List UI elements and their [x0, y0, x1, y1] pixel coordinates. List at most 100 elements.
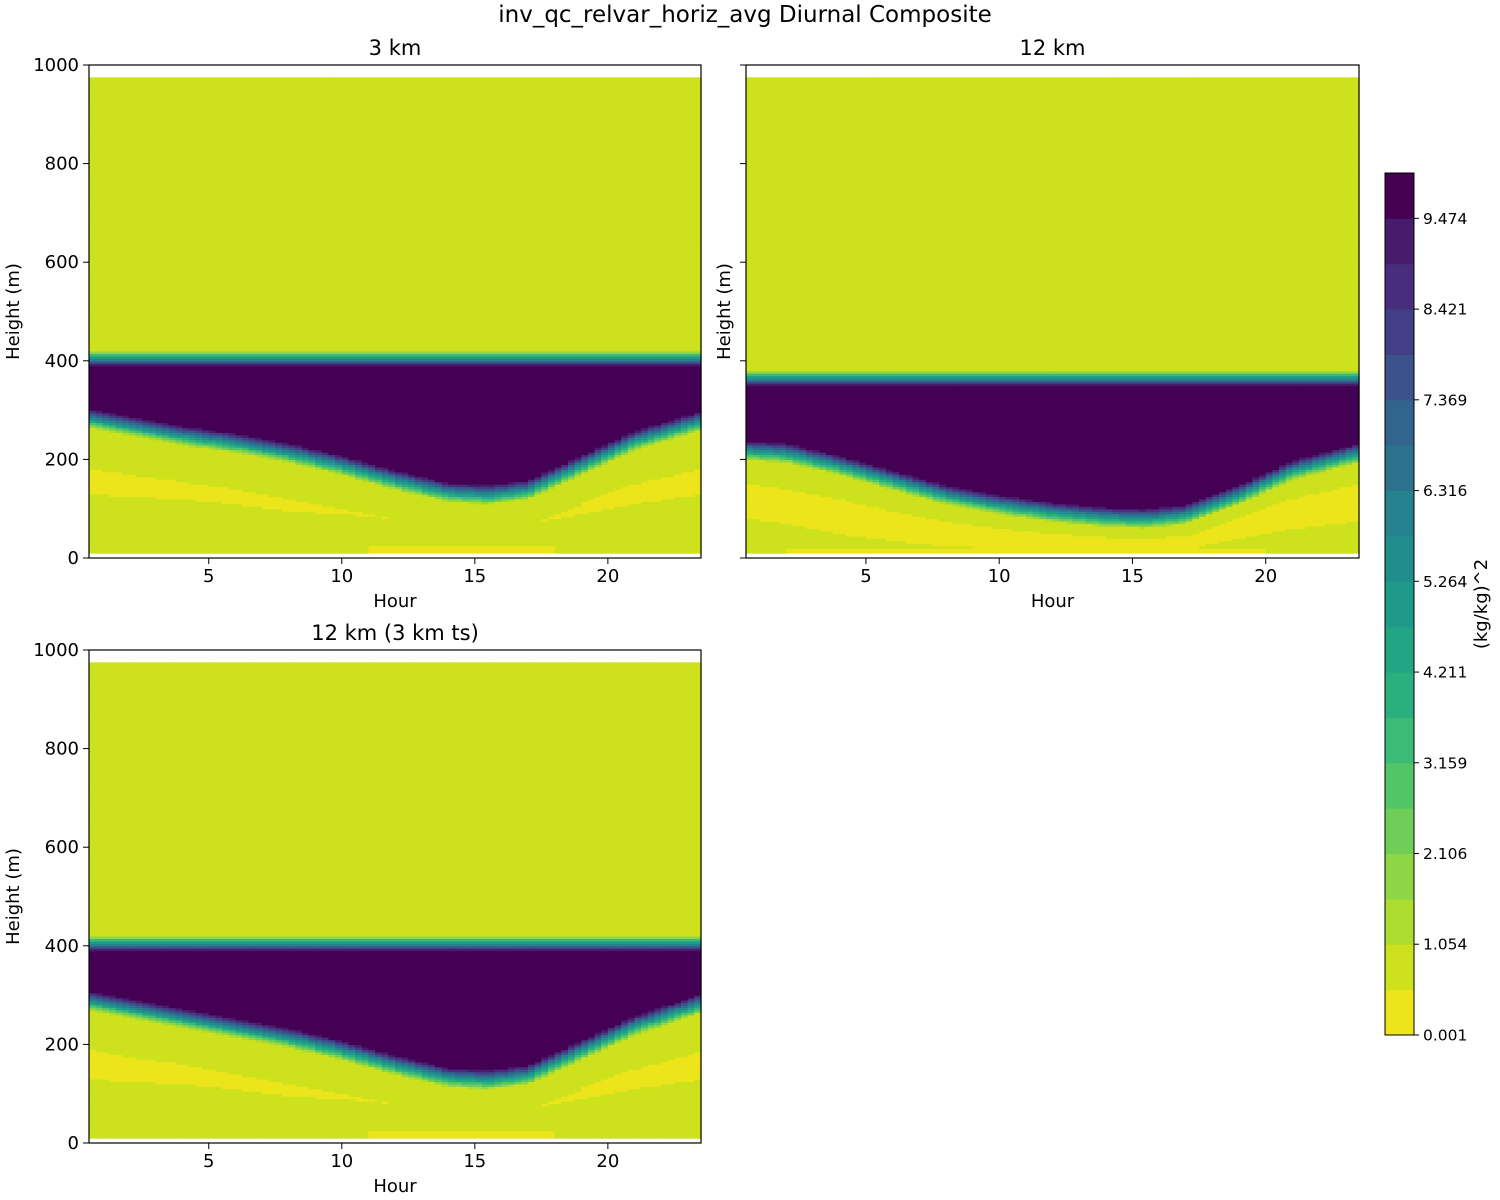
heatmap-cell [89, 333, 97, 337]
heatmap-cell [102, 175, 110, 179]
heatmap-cell [108, 109, 117, 113]
heatmap-cell [122, 134, 130, 138]
heatmap-cell [142, 336, 150, 340]
heatmap-cell [128, 336, 137, 340]
heatmap-cell [135, 232, 143, 236]
heatmap-cell [115, 350, 123, 354]
heatmap-cell [128, 395, 137, 399]
heatmap-cell [148, 469, 157, 473]
heatmap-cell [108, 461, 117, 465]
heatmap-cell [142, 301, 150, 305]
heatmap-cell [128, 153, 137, 157]
heatmap-cell [95, 535, 103, 539]
heatmap-cell [122, 402, 130, 406]
heatmap-cell [128, 407, 137, 411]
heatmap-cell [115, 281, 123, 285]
heatmap-cell [142, 101, 150, 106]
heatmap-cell [89, 346, 97, 350]
heatmap-cell [135, 116, 143, 120]
heatmap-cell [108, 348, 117, 352]
heatmap-cell [102, 323, 110, 327]
heatmap-cell [135, 479, 143, 483]
heatmap-cell [142, 331, 150, 335]
heatmap-cell [89, 89, 97, 93]
heatmap-cell [142, 358, 150, 362]
heatmap-cell [115, 382, 123, 387]
heatmap-cell [89, 161, 97, 165]
heatmap-cell [95, 395, 103, 399]
heatmap-cell [89, 538, 97, 542]
heatmap-cell [115, 530, 123, 534]
heatmap-cell [128, 513, 137, 517]
heatmap-cell [142, 363, 150, 367]
heatmap-cell [142, 185, 150, 189]
heatmap-cell [128, 116, 137, 120]
heatmap-cell [122, 168, 130, 172]
heatmap-cell [122, 444, 130, 448]
heatmap-cell [102, 272, 110, 276]
heatmap-cell [142, 166, 150, 170]
heatmap-cell [122, 131, 130, 135]
heatmap-cell [122, 405, 130, 409]
heatmap-cell [95, 252, 103, 256]
heatmap-cell [142, 538, 150, 542]
heatmap-cell [89, 338, 97, 342]
heatmap-cell [122, 466, 130, 470]
heatmap-cell [115, 124, 123, 128]
heatmap-cell [95, 380, 103, 384]
heatmap-cell [108, 449, 117, 453]
heatmap-cell [142, 422, 150, 426]
heatmap-cell [142, 163, 150, 167]
heatmap-cell [135, 461, 143, 465]
heatmap-cell [115, 353, 123, 357]
heatmap-cell [122, 439, 130, 443]
heatmap-cell [95, 188, 103, 192]
heatmap-cell [115, 429, 123, 433]
heatmap-cell [108, 479, 117, 483]
heatmap-cell [122, 269, 130, 273]
heatmap-cell [122, 424, 130, 428]
heatmap-cell [102, 410, 110, 414]
heatmap-cell [148, 390, 157, 394]
heatmap-cell [128, 496, 137, 500]
heatmap-cell [122, 419, 130, 424]
heatmap-cell [135, 175, 143, 179]
heatmap-cell [95, 89, 103, 93]
heatmap-cell [95, 484, 103, 488]
heatmap-cell [102, 513, 110, 517]
heatmap-cell [115, 156, 123, 160]
heatmap-cell [142, 207, 150, 212]
heatmap-cell [102, 198, 110, 202]
heatmap-cell [142, 124, 150, 128]
heatmap-cell [128, 501, 137, 505]
heatmap-cell [135, 304, 143, 308]
heatmap-cell [128, 321, 137, 325]
heatmap-cell [102, 392, 110, 396]
heatmap-cell [128, 291, 137, 295]
heatmap-cell [122, 427, 130, 431]
heatmap-cell [135, 331, 143, 335]
heatmap-cell [95, 412, 103, 416]
heatmap-cell [128, 479, 137, 483]
heatmap-cell [128, 178, 137, 182]
heatmap-cell [135, 163, 143, 167]
heatmap-cell [142, 419, 150, 424]
heatmap-cell [108, 286, 117, 290]
heatmap-cell [102, 173, 110, 177]
heatmap-cell [89, 471, 97, 475]
heatmap-cell [128, 134, 137, 138]
heatmap-cell [135, 281, 143, 285]
heatmap-cell [135, 474, 143, 478]
heatmap-cell [148, 452, 157, 456]
heatmap-cell [102, 400, 110, 404]
heatmap-cell [128, 491, 137, 495]
heatmap-cell [95, 355, 103, 359]
heatmap-cell [135, 533, 143, 537]
heatmap-cell [108, 220, 117, 224]
heatmap-cell [142, 353, 150, 357]
heatmap-cell [122, 530, 130, 534]
heatmap-cell [142, 99, 150, 103]
heatmap-cell [128, 227, 137, 231]
heatmap-cell [142, 417, 150, 421]
heatmap-cell [128, 545, 137, 549]
